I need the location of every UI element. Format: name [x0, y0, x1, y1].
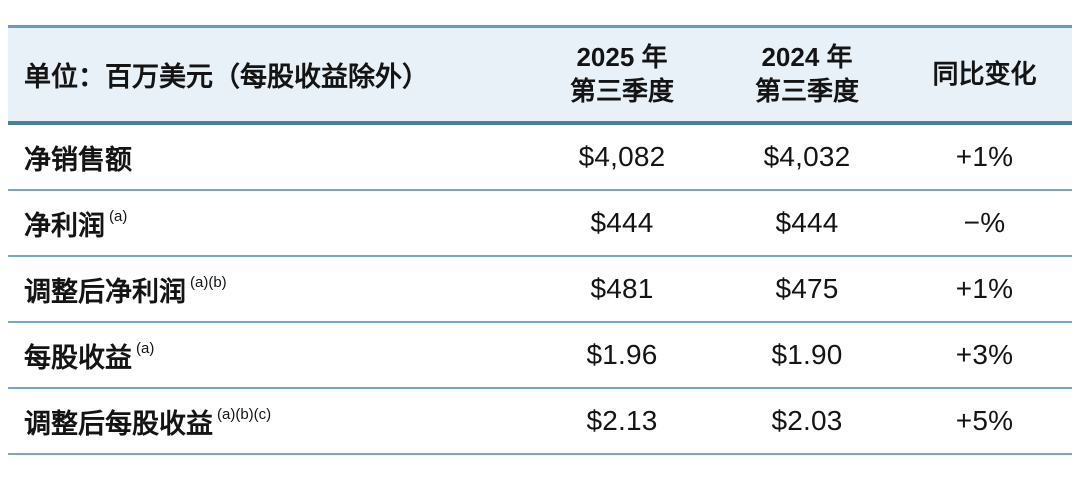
row-label-text: 每股收益 — [24, 342, 132, 373]
table-row-adjusted-net-income: 调整后净利润 (a)(b) $481 $475 +1% — [8, 257, 1072, 323]
footnote-superscript: (a) — [109, 207, 128, 225]
value-yoy-change: −% — [963, 207, 1006, 238]
row-label-text: 净利润 — [24, 210, 105, 241]
row-label-text: 调整后净利润 — [24, 276, 186, 307]
column-header-2024-line1: 2024 年 — [761, 41, 853, 72]
table-row-eps: 每股收益 (a) $1.96 $1.90 +3% — [8, 323, 1072, 389]
table-header-row: 单位：百万美元（每股收益除外） 2025 年 第三季度 2024 年 第三季度 … — [8, 25, 1072, 125]
column-header-2025-line1: 2025 年 — [576, 41, 668, 72]
footnote-superscript: (a) — [136, 339, 155, 357]
row-label: 每股收益 (a) — [8, 336, 527, 375]
value-2024-q3: $475 — [775, 273, 839, 304]
value-2025-q3: $2.13 — [586, 405, 658, 436]
value-yoy-change: +5% — [955, 405, 1014, 436]
value-yoy-change: +1% — [955, 141, 1014, 172]
column-header-2024-line2: 第三季度 — [754, 75, 859, 106]
unit-header-label: 单位：百万美元（每股收益除外） — [24, 62, 429, 92]
value-2024-q3: $2.03 — [771, 405, 843, 436]
value-2025-q3: $444 — [590, 207, 654, 238]
financial-results-table: 单位：百万美元（每股收益除外） 2025 年 第三季度 2024 年 第三季度 … — [8, 25, 1072, 455]
column-header-2024-q3: 2024 年 第三季度 — [717, 41, 897, 109]
column-header-2025-line2: 第三季度 — [569, 75, 674, 106]
value-2025-q3: $481 — [590, 273, 654, 304]
row-label-text: 调整后每股收益 — [24, 408, 213, 439]
value-2024-q3: $4,032 — [763, 141, 851, 172]
column-header-yoy-change: 同比变化 — [897, 58, 1072, 92]
footnote-superscript: (a)(b) — [190, 273, 227, 291]
row-label: 调整后净利润 (a)(b) — [8, 270, 527, 309]
table-row-net-income: 净利润 (a) $444 $444 −% — [8, 191, 1072, 257]
row-label: 净销售额 — [8, 138, 527, 177]
column-header-2025-q3: 2025 年 第三季度 — [527, 41, 717, 109]
table-row-adjusted-eps: 调整后每股收益 (a)(b)(c) $2.13 $2.03 +5% — [8, 389, 1072, 455]
value-2025-q3: $1.96 — [586, 339, 658, 370]
value-2024-q3: $444 — [775, 207, 839, 238]
row-label: 净利润 (a) — [8, 204, 527, 243]
footnote-superscript: (a)(b)(c) — [217, 405, 272, 423]
row-label: 调整后每股收益 (a)(b)(c) — [8, 402, 527, 441]
value-yoy-change: +1% — [955, 273, 1014, 304]
table-row-net-sales: 净销售额 $4,082 $4,032 +1% — [8, 125, 1072, 191]
row-label-text: 净销售额 — [24, 144, 132, 175]
column-header-yoy-label: 同比变化 — [932, 58, 1037, 89]
value-2025-q3: $4,082 — [578, 141, 666, 172]
value-yoy-change: +3% — [955, 339, 1014, 370]
value-2024-q3: $1.90 — [771, 339, 843, 370]
